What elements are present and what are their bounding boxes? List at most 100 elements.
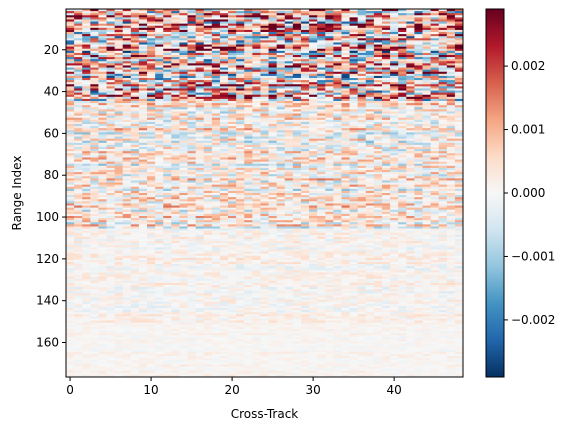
heatmap-cell xyxy=(138,36,148,39)
heatmap-cell xyxy=(365,126,375,129)
heatmap-cell xyxy=(82,167,91,171)
heatmap-cell xyxy=(276,136,286,140)
heatmap-cell xyxy=(333,182,342,186)
heatmap-cell xyxy=(155,218,164,221)
heatmap-cell xyxy=(373,113,383,117)
heatmap-cell xyxy=(236,218,245,221)
heatmap-cell xyxy=(171,82,180,85)
heatmap-cell xyxy=(114,186,124,190)
heatmap-cell xyxy=(292,184,302,188)
heatmap-cell xyxy=(365,42,375,45)
heatmap-cell xyxy=(74,155,83,158)
heatmap-cell xyxy=(438,94,448,98)
heatmap-cell xyxy=(276,69,286,73)
heatmap-cell xyxy=(276,117,286,121)
heatmap-cell xyxy=(90,40,99,43)
heatmap-cell xyxy=(74,82,83,85)
heatmap-cell xyxy=(163,182,172,186)
heatmap-cell xyxy=(300,130,310,133)
heatmap-cell xyxy=(171,69,180,73)
heatmap-cell xyxy=(268,138,278,142)
heatmap-cell xyxy=(90,61,99,64)
heatmap-cell xyxy=(106,186,116,190)
heatmap-cell xyxy=(171,140,180,144)
heatmap-cell xyxy=(268,29,278,33)
heatmap-cell xyxy=(90,159,99,163)
heatmap-cell xyxy=(260,32,269,35)
heatmap-cell xyxy=(430,32,440,35)
heatmap-cell xyxy=(341,218,350,221)
heatmap-cell xyxy=(195,55,205,58)
heatmap-cell xyxy=(130,105,140,108)
heatmap-cell xyxy=(171,117,180,121)
heatmap-cell xyxy=(74,195,83,198)
heatmap-cell xyxy=(90,63,99,66)
heatmap-cell xyxy=(252,48,261,52)
heatmap-cell xyxy=(98,73,107,77)
heatmap-cell xyxy=(300,140,310,144)
heatmap-cell xyxy=(187,193,197,196)
heatmap-cell xyxy=(398,170,407,173)
heatmap-cell xyxy=(454,88,464,91)
heatmap-cell xyxy=(219,15,229,18)
heatmap-cell xyxy=(114,75,124,79)
heatmap-cell xyxy=(244,103,253,106)
heatmap-cell xyxy=(317,50,326,54)
heatmap-cell xyxy=(300,199,310,202)
heatmap-cell xyxy=(211,172,221,175)
heatmap-cell xyxy=(260,71,269,75)
heatmap-cell xyxy=(333,29,342,33)
heatmap-cell xyxy=(398,153,407,156)
heatmap-cell xyxy=(252,36,261,39)
heatmap-cell xyxy=(74,174,83,177)
heatmap-cell xyxy=(130,29,140,33)
heatmap-cell xyxy=(122,23,132,27)
heatmap-cell xyxy=(365,32,375,35)
heatmap-cell xyxy=(130,101,140,104)
heatmap-cell xyxy=(155,149,164,152)
heatmap-cell xyxy=(138,151,148,154)
heatmap-cell xyxy=(284,82,294,85)
heatmap-cell xyxy=(66,220,75,223)
heatmap-cell xyxy=(422,140,431,144)
heatmap-cell xyxy=(398,73,407,77)
heatmap-cell xyxy=(430,59,440,62)
heatmap-cell xyxy=(203,188,213,192)
heatmap-cell xyxy=(333,98,342,102)
heatmap-cell xyxy=(203,199,213,202)
heatmap-cell xyxy=(268,61,278,64)
heatmap-cell xyxy=(252,117,261,121)
heatmap-cell xyxy=(373,111,383,114)
heatmap-cell xyxy=(276,23,286,27)
heatmap-cell xyxy=(422,207,431,211)
heatmap-cell xyxy=(341,142,350,146)
heatmap-cell xyxy=(373,117,383,121)
heatmap-cell xyxy=(90,27,99,31)
heatmap-cell xyxy=(179,94,188,98)
heatmap-cell xyxy=(414,136,423,140)
heatmap-cell xyxy=(292,55,302,58)
heatmap-cell xyxy=(219,126,229,129)
heatmap-cell xyxy=(114,80,124,83)
heatmap-cell xyxy=(390,63,399,66)
heatmap-cell xyxy=(138,17,148,20)
heatmap-cell xyxy=(325,27,334,31)
heatmap-cell xyxy=(300,163,310,167)
heatmap-cell xyxy=(66,29,75,33)
heatmap-cell xyxy=(106,42,116,45)
heatmap-cell xyxy=(276,140,286,144)
heatmap-cell xyxy=(268,71,278,75)
heatmap-cell xyxy=(163,178,172,181)
heatmap-cell xyxy=(365,46,375,50)
heatmap-cell xyxy=(268,25,278,29)
heatmap-cell xyxy=(171,132,180,135)
heatmap-cell xyxy=(422,107,431,110)
heatmap-cell xyxy=(195,52,205,56)
heatmap-cell xyxy=(325,50,334,54)
heatmap-cell xyxy=(300,197,310,200)
heatmap-cell xyxy=(381,174,391,177)
heatmap-cell xyxy=(106,101,116,104)
heatmap-cell xyxy=(114,105,124,108)
heatmap-cell xyxy=(260,172,269,175)
heatmap-cell xyxy=(406,42,415,45)
